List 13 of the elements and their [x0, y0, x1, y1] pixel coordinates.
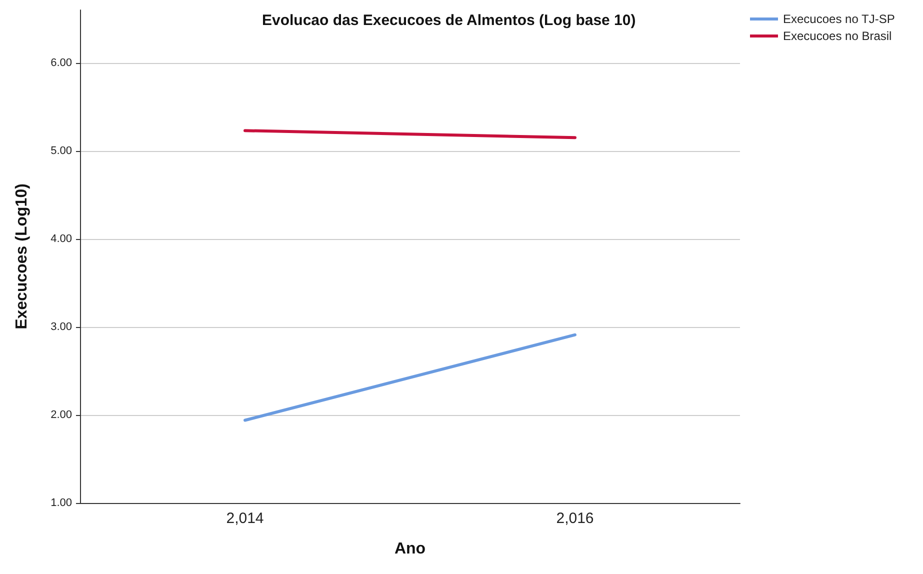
x-axis-title: Ano — [394, 540, 426, 558]
y-tick-label: 5.00 — [50, 144, 72, 157]
y-tick-label: 6.00 — [50, 56, 72, 69]
x-tick-label: 2,014 — [226, 510, 264, 527]
x-tick-label: 2,016 — [556, 510, 594, 527]
chart-title: Evolucao das Execucoes de Almentos (Log base 10) — [262, 12, 636, 29]
legend-label: Execucoes no Brasil — [783, 29, 892, 43]
y-tick-label: 1.00 — [50, 497, 72, 509]
y-tick-label: 4.00 — [50, 232, 72, 245]
y-axis-title: Execucoes (Log10) — [14, 184, 30, 330]
y-tick-label: 2.00 — [50, 408, 72, 421]
legend-label: Execucoes no TJ-SP — [783, 12, 895, 26]
y-tick-label: 3.00 — [50, 320, 72, 333]
